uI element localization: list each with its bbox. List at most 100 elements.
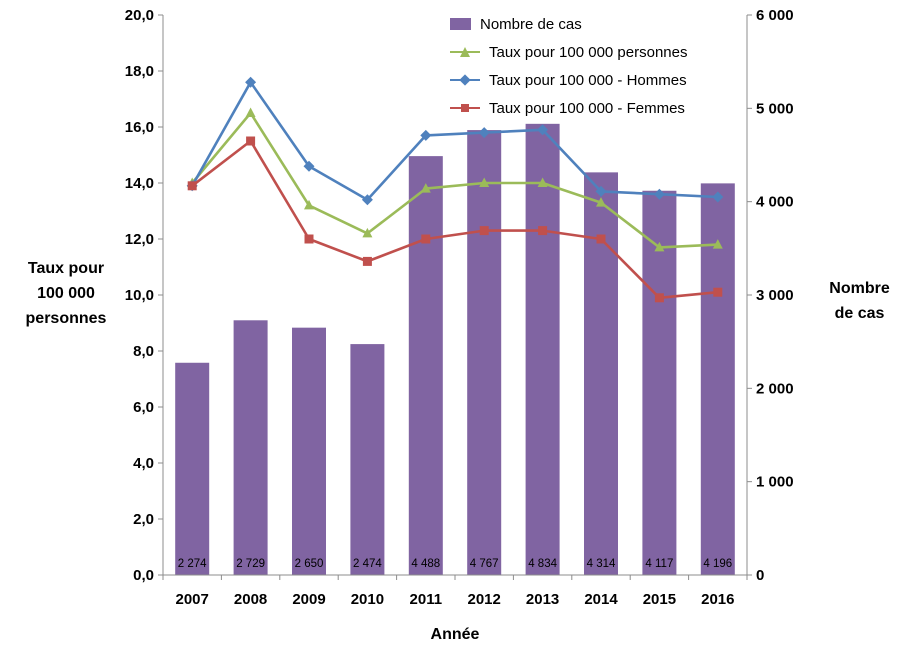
square-marker-icon — [654, 293, 664, 303]
square-marker-icon — [596, 234, 606, 244]
bar — [292, 327, 326, 575]
right-axis-tick-label: 4 000 — [756, 194, 794, 211]
bar-swatch-icon — [450, 18, 471, 30]
right-axis-tick-label: 1 000 — [756, 474, 794, 491]
bar-value-label: 4 488 — [411, 558, 440, 570]
bar — [350, 344, 385, 575]
triangle-marker-icon — [537, 177, 548, 187]
legend-item-nombre-de-cas: Nombre de cas — [450, 13, 687, 35]
line — [191, 111, 718, 249]
left-axis-tick-label: 2,0 — [133, 511, 154, 528]
bar-value-label: 4 117 — [645, 558, 673, 570]
square-marker-icon — [479, 226, 489, 236]
left-axis-tick-label: 4,0 — [133, 455, 154, 472]
bar-value-label: 4 834 — [528, 558, 557, 570]
axes: 0,0 2,0 4,0 6,0 8,0 10,0 12,0 14,0 16,0 18,0 20,0 0… — [125, 7, 794, 608]
x-axis-tick-label: 2014 — [584, 591, 618, 608]
legend-label: Taux pour 100 000 - Femmes — [489, 99, 685, 117]
right-axis-title-line: Nombre — [829, 280, 890, 297]
bar — [642, 190, 677, 575]
triangle-marker-icon — [479, 177, 490, 187]
bar-value-label: 4 314 — [587, 558, 616, 570]
line — [191, 139, 718, 300]
triangle-marker-icon — [362, 227, 373, 238]
bar-value-labels: 2 274 2 729 2 650 2 474 4 488 4 767 4 834 4 314… — [178, 558, 732, 570]
bar — [408, 156, 443, 575]
line — [191, 80, 718, 202]
left-axis-title-line: Taux pour — [27, 260, 105, 277]
x-axis-tick-label: 2010 — [351, 591, 384, 608]
triangle-marker-icon — [245, 107, 256, 117]
line-series-0 — [187, 107, 723, 252]
bar — [525, 123, 560, 576]
legend-label: Nombre de cas — [480, 15, 582, 33]
right-axis-title-line: de cas — [834, 305, 885, 322]
left-axis-tick-label: 6,0 — [133, 399, 154, 416]
x-axis-tick-label: 2011 — [410, 591, 443, 608]
right-axis-tick-label: 0 — [756, 567, 764, 584]
triangle-marker-icon — [654, 241, 665, 252]
bar-value-label: 2 650 — [295, 558, 324, 570]
line-diamond-swatch-icon — [450, 73, 480, 87]
triangle-marker-icon — [420, 183, 431, 193]
left-axis-title-line: 100 000 — [37, 285, 95, 302]
bar — [584, 172, 618, 576]
line-series-2 — [187, 136, 723, 303]
diamond-marker-icon — [537, 124, 549, 136]
left-axis-tick-label: 12,0 — [125, 231, 154, 248]
square-marker-icon — [421, 234, 431, 244]
x-axis-tick-label: 2012 — [468, 591, 501, 608]
bar-series — [175, 123, 735, 576]
bar-value-label: 4 196 — [703, 558, 732, 570]
bar-value-label: 2 729 — [236, 558, 265, 570]
diamond-marker-icon — [478, 127, 490, 139]
square-marker-icon — [538, 226, 548, 236]
diamond-marker-icon — [303, 160, 315, 172]
left-axis-tick-label: 20,0 — [125, 7, 154, 24]
left-axis-title-line: personnes — [25, 310, 107, 327]
bar-value-label: 2 274 — [178, 558, 207, 570]
left-axis-tick-label: 18,0 — [125, 63, 154, 80]
left-axis-tick-label: 16,0 — [125, 119, 154, 136]
diamond-marker-icon — [361, 194, 373, 206]
x-axis-tick-label: 2013 — [526, 591, 559, 608]
bar — [467, 130, 502, 575]
x-axis-tick-label: 2016 — [701, 591, 734, 608]
line-series-1 — [186, 76, 724, 206]
left-axis-tick-label: 14,0 — [125, 175, 154, 192]
legend-label: Taux pour 100 000 - Hommes — [489, 71, 687, 89]
left-axis-title: Taux pour 100 000 personnes — [2, 256, 130, 331]
right-axis-tick-label: 2 000 — [756, 380, 794, 397]
right-axis-tick-label: 3 000 — [756, 287, 794, 304]
legend-item-taux-personnes: Taux pour 100 000 personnes — [450, 41, 687, 63]
line-triangle-swatch-icon — [450, 45, 480, 59]
bar-value-label: 4 767 — [470, 558, 499, 570]
square-marker-icon — [713, 287, 723, 297]
legend-item-taux-hommes: Taux pour 100 000 - Hommes — [450, 69, 687, 91]
left-axis-tick-label: 0,0 — [133, 567, 154, 584]
x-axis-tick-label: 2008 — [234, 591, 267, 608]
x-axis-title: Année — [430, 626, 480, 643]
triangle-marker-icon — [712, 239, 723, 249]
bar — [175, 362, 210, 575]
diamond-marker-icon — [712, 191, 724, 203]
square-marker-icon — [362, 256, 372, 266]
diamond-marker-icon — [420, 129, 432, 141]
square-marker-icon — [187, 181, 197, 191]
right-axis-tick-label: 6 000 — [756, 7, 794, 24]
diamond-marker-icon — [595, 185, 607, 197]
square-marker-icon — [246, 136, 256, 146]
diamond-marker-icon — [245, 76, 257, 88]
x-axis-tick-label: 2009 — [292, 591, 325, 608]
left-axis-tick-label: 8,0 — [133, 343, 154, 360]
bar-value-label: 2 474 — [353, 558, 382, 570]
right-axis-tick-label: 5 000 — [756, 100, 794, 117]
triangle-marker-icon — [304, 199, 314, 210]
triangle-marker-icon — [596, 197, 606, 207]
legend-label: Taux pour 100 000 personnes — [489, 43, 688, 61]
bar — [700, 183, 735, 575]
legend: Nombre de cas Taux pour 100 000 personne… — [450, 13, 687, 119]
left-axis-tick-label: 10,0 — [125, 287, 154, 304]
